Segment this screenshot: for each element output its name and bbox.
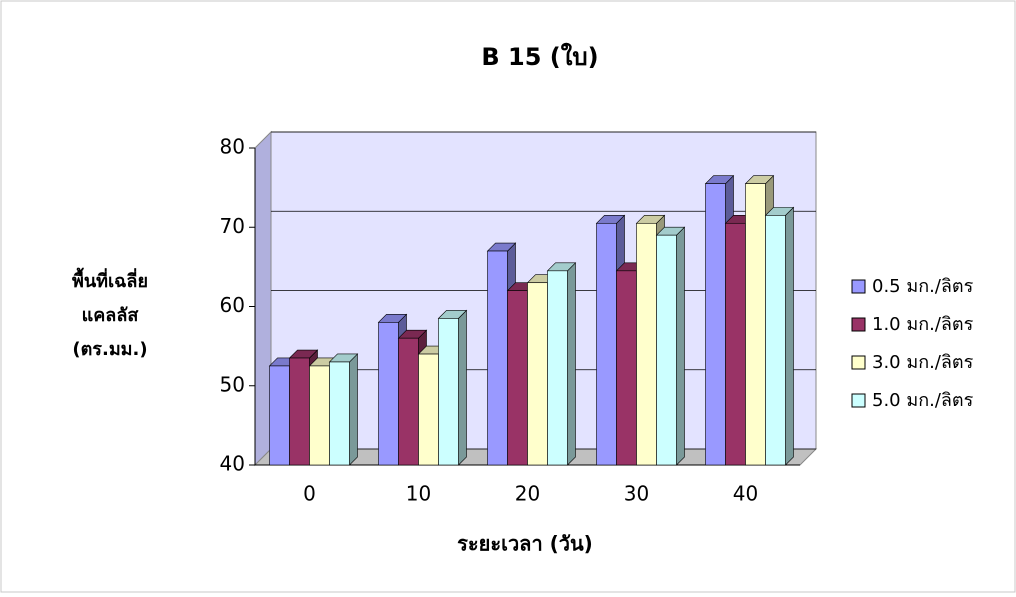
- bar-side: [676, 226, 685, 466]
- bar-side: [458, 309, 467, 466]
- bar: [507, 290, 528, 466]
- y-tick-label: 80: [220, 135, 245, 159]
- bar-side: [567, 262, 576, 466]
- bar: [656, 234, 677, 466]
- bar: [289, 357, 310, 466]
- y-tick-label: 60: [220, 293, 245, 317]
- y-tick-label: 70: [220, 214, 245, 238]
- bar-side: [349, 353, 358, 466]
- bar: [596, 222, 617, 466]
- bar: [309, 365, 330, 466]
- legend-swatch: [851, 279, 866, 294]
- legend-swatch: [851, 355, 866, 370]
- bar: [487, 250, 508, 466]
- bar: [269, 365, 290, 466]
- x-tick-label: 30: [624, 482, 649, 506]
- bar: [725, 222, 746, 466]
- x-tick-label: 0: [303, 482, 316, 506]
- y-axis-title: พื้นที่เฉลี่ย: [72, 267, 148, 292]
- bar: [765, 215, 786, 466]
- bar: [527, 282, 548, 466]
- legend-label: 3.0 มก./ลิตร: [872, 352, 974, 373]
- y-tick-label: 40: [220, 452, 245, 476]
- bar: [616, 270, 637, 466]
- legend-label: 0.5 มก./ลิตร: [872, 276, 974, 297]
- legend-swatch: [851, 317, 866, 332]
- bar: [329, 361, 350, 466]
- y-tick-label: 50: [220, 372, 245, 396]
- x-tick-label: 40: [733, 482, 758, 506]
- side-wall: [254, 130, 272, 467]
- bar: [547, 270, 568, 466]
- bar: [745, 183, 766, 466]
- legend-swatch: [851, 393, 866, 408]
- x-tick-label: 20: [515, 482, 540, 506]
- bar: [418, 353, 439, 466]
- y-axis-title: แคลลัส: [82, 305, 140, 326]
- x-axis-title: ระยะเวลา (วัน): [457, 532, 593, 556]
- bar: [398, 337, 419, 466]
- bar: [438, 318, 459, 466]
- bar-side: [785, 206, 794, 466]
- bar: [378, 322, 399, 466]
- x-tick-label: 10: [406, 482, 431, 506]
- legend-label: 1.0 มก./ลิตร: [872, 314, 974, 335]
- chart-title: B 15 (ใบ): [481, 42, 598, 71]
- y-axis-title: (ตร.มม.): [72, 339, 147, 360]
- bar: [636, 222, 657, 466]
- legend-label: 5.0 มก./ลิตร: [872, 390, 974, 411]
- bar: [705, 183, 726, 466]
